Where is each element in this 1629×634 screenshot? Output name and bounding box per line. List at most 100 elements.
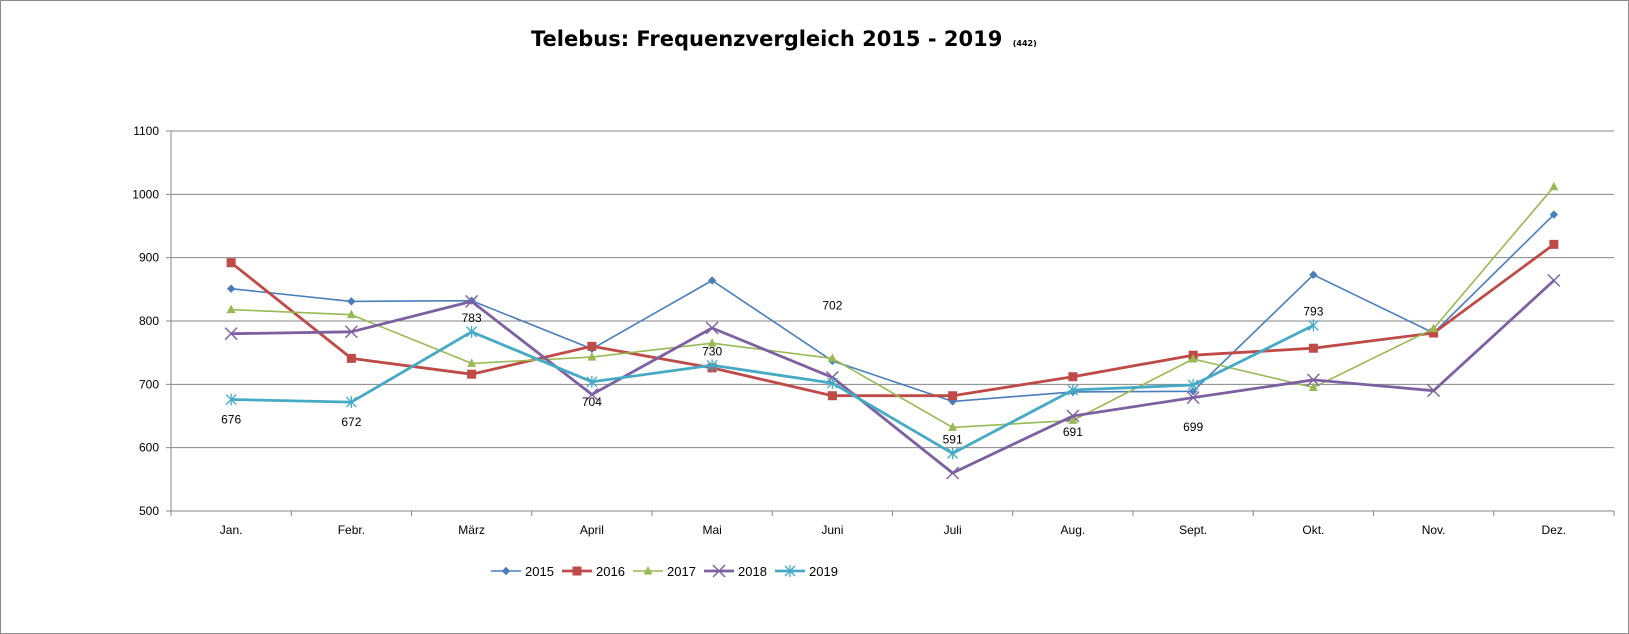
data-point-2019-2 <box>466 325 478 338</box>
marker-stroke <box>1186 391 1200 405</box>
data-label-Mai: 730 <box>702 344 722 358</box>
data-point-2016-3 <box>587 341 597 351</box>
y-tick-label-900: 900 <box>139 251 159 265</box>
x-tick-label-8: Sept. <box>1179 523 1207 537</box>
data-point-2017-4 <box>707 338 717 347</box>
data-label-Febr.: 672 <box>341 415 361 429</box>
data-label-Aug.: 691 <box>1063 425 1083 439</box>
data-point-2015-1 <box>347 297 356 306</box>
data-point-2018-9 <box>1306 373 1320 387</box>
data-point-2017-2 <box>467 358 477 367</box>
marker-stroke <box>344 325 358 339</box>
data-point-2019-0 <box>225 393 237 406</box>
x-tick-label-10: Nov. <box>1422 523 1446 537</box>
data-label-Juni: 702 <box>822 299 842 313</box>
data-point-2017-8 <box>1188 354 1198 363</box>
data-point-2016-6 <box>948 391 958 401</box>
axes: 500 600 700 800 900 1000 1100 Jan. Febr. März Apri… <box>132 124 1615 537</box>
series-line-2015 <box>231 214 1555 403</box>
legend-marker-2018 <box>712 564 726 578</box>
data-point-2018-6 <box>946 466 960 480</box>
data-point-2017-0 <box>226 304 236 314</box>
series-group <box>224 181 1561 480</box>
data-point-2017-9 <box>1308 382 1318 391</box>
data-point-2018-3 <box>585 387 599 401</box>
x-tick-label-6: Juli <box>944 523 962 537</box>
data-point-2016-7 <box>1068 372 1078 382</box>
x-tick-label-11: Dez. <box>1542 523 1567 537</box>
data-point-2019-9 <box>1307 319 1319 332</box>
data-point-2019-6 <box>947 447 959 460</box>
data-point-2017-10 <box>1429 323 1439 333</box>
data-point-2015-0 <box>226 284 236 293</box>
series-line-2019 <box>231 324 1315 455</box>
data-point-2019-3 <box>586 375 598 388</box>
y-tick-label-800: 800 <box>139 314 159 328</box>
data-point-2017-6 <box>948 422 958 431</box>
data-point-2017-5 <box>827 353 837 362</box>
data-label-Jan.: 676 <box>221 413 241 427</box>
data-point-2017-1 <box>346 309 356 319</box>
data-point-2015-8 <box>1188 387 1198 396</box>
marker-stroke <box>1306 373 1320 387</box>
marker-stroke <box>705 321 719 335</box>
data-label-März: 783 <box>462 311 482 325</box>
x-tick-label-3: April <box>580 523 604 537</box>
legend-marker-2016 <box>572 566 582 576</box>
data-point-2016-11 <box>1549 239 1559 249</box>
data-point-2015-9 <box>1309 270 1318 279</box>
data-point-2019-5 <box>826 377 838 390</box>
data-point-2016-5 <box>827 391 837 401</box>
data-point-2018-2 <box>465 294 479 308</box>
data-point-2015-11 <box>1549 210 1559 219</box>
marker-stroke <box>585 387 599 401</box>
legend-item-2019: 2019 <box>775 564 838 579</box>
marker-stroke <box>1066 409 1080 423</box>
legend-label-2019: 2019 <box>809 564 838 579</box>
data-point-2016-9 <box>1308 343 1318 353</box>
data-point-2019-1 <box>345 396 357 409</box>
series-line-2017 <box>231 186 1555 429</box>
data-point-2018-8 <box>1186 391 1200 405</box>
series-2018 <box>224 273 1561 480</box>
marker-stroke <box>465 294 479 308</box>
legend-marker-2019 <box>784 565 796 577</box>
data-point-2018-11 <box>1547 273 1561 287</box>
series-2017 <box>226 181 1559 431</box>
x-tick-label-0: Jan. <box>220 523 243 537</box>
data-label-April: 704 <box>582 395 602 409</box>
data-point-2017-11 <box>1549 181 1559 191</box>
series-line-2018 <box>231 279 1555 475</box>
legend-label-2017: 2017 <box>667 564 696 579</box>
data-point-2019-8 <box>1187 378 1199 391</box>
legend: 2015 2016 2017 2018 2019 <box>491 564 838 579</box>
gridlines <box>171 130 1614 449</box>
marker-stroke <box>712 564 726 578</box>
data-point-2016-10 <box>1429 328 1439 338</box>
data-point-2018-10 <box>1427 384 1441 398</box>
x-tick-label-5: Juni <box>821 523 843 537</box>
chart-title-text: Telebus: Frequenzvergleich 2015 - 2019 <box>531 27 1002 51</box>
y-tick-label-600: 600 <box>139 441 159 455</box>
marker-stroke <box>1547 273 1561 287</box>
legend-item-2015: 2015 <box>491 564 554 579</box>
y-tick-label-1100: 1100 <box>133 124 159 138</box>
data-label-Sept.: 699 <box>1183 420 1203 434</box>
data-point-2016-1 <box>346 353 356 363</box>
legend-item-2018: 2018 <box>704 564 767 579</box>
legend-marker-2017 <box>643 566 653 575</box>
series-2016 <box>226 239 1559 401</box>
data-point-2018-4 <box>705 321 719 335</box>
data-point-2018-0 <box>224 327 238 341</box>
x-tick-label-9: Okt. <box>1302 523 1324 537</box>
data-point-2019-7 <box>1067 384 1079 397</box>
chart-title: Telebus: Frequenzvergleich 2015 - 2019 (… <box>531 27 1037 51</box>
y-tick-label-1000: 1000 <box>132 187 159 201</box>
y-tick-label-500: 500 <box>139 504 159 518</box>
y-tick-label-700: 700 <box>139 377 159 391</box>
series-line-2016 <box>230 243 1555 398</box>
legend-item-2016: 2016 <box>562 564 625 579</box>
x-tick-label-7: Aug. <box>1061 523 1086 537</box>
series-2015 <box>226 210 1559 406</box>
